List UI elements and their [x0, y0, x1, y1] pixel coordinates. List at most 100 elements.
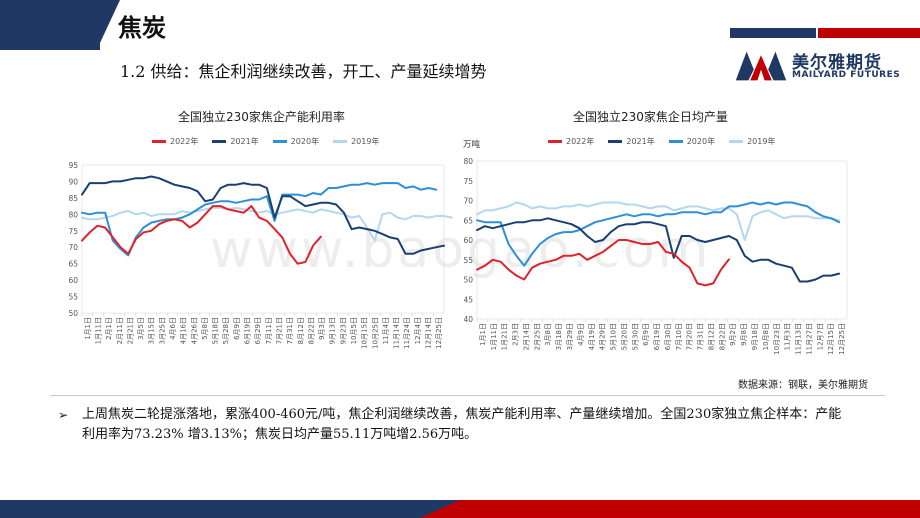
chart2-legend-swatch-2022	[548, 140, 562, 143]
chart1-xtick-label: 6月9日	[233, 317, 241, 340]
top-stripe-red	[818, 28, 920, 38]
chart1-ytick-label: 70	[68, 243, 78, 252]
chart1-ytick-label: 90	[68, 177, 78, 186]
chart1-ytick-label: 60	[68, 276, 78, 285]
chart2-legend-label-2020: 2020年	[686, 137, 716, 146]
chart1-xtick-label: 11月14日	[393, 317, 401, 349]
chart2-xtick-label: 5月10日	[610, 323, 618, 350]
chart2-xtick-label: 11月27日	[805, 323, 813, 355]
chart2-xtick-label: 9月18日	[751, 323, 759, 350]
chart2-plot-border	[476, 160, 848, 320]
chart2-title: 全国独立230家焦企日均产量	[573, 110, 728, 124]
chart1-xtick-label: 5月28日	[222, 317, 230, 344]
chart2-legend: 2022年 2021年 2020年 2019年	[548, 136, 775, 147]
chart2-legend-2021: 2021年	[608, 136, 655, 147]
chart2-xtick-label: 1月11日	[490, 323, 498, 350]
chart1-legend-2020: 2020年	[272, 136, 320, 147]
chart2-xtick-label: 2月3日	[512, 323, 520, 346]
chart1-xtick-label: 1月11日	[94, 317, 102, 344]
chart2-xtick-label: 8月22日	[718, 323, 726, 350]
logo-mark-left-peak	[735, 51, 754, 81]
chart1-series-2019	[81, 206, 453, 242]
top-stripe-navy	[730, 28, 816, 38]
chart2-xtick-label: 3月8日	[544, 323, 552, 346]
chart1-xtick-label: 1月1日	[84, 317, 92, 340]
chart1-legend: 2022年 2021年 2020年 2019年	[152, 136, 379, 147]
chart1-xtick-label: 3月15日	[148, 317, 156, 344]
chart2-legend-label-2019: 2019年	[747, 137, 776, 146]
chart1-xtick-label: 9月3日	[318, 317, 326, 340]
chart2-xtick-label: 6月19日	[653, 323, 661, 350]
chart2-xtick-label: 12月15日	[827, 323, 835, 355]
logo-name-cn: 美尔雅期货	[792, 53, 882, 73]
chart2-legend-swatch-2019	[729, 140, 744, 143]
logo-name-en: MAILYARD FUTURES	[792, 70, 901, 80]
chart1-ytick-label: 65	[68, 260, 78, 269]
chart2-xtick-label: 4月29日	[599, 323, 607, 350]
chart1-legend-label-2019: 2019年	[351, 137, 380, 146]
page-title: 焦炭	[118, 14, 166, 42]
chart1-legend-swatch-2022	[152, 140, 166, 143]
chart1-xtick-label: 4月16日	[180, 317, 188, 344]
chart1-plot: 50 55 60 65 70 75 80 85 90 95 1月1日 1月11日 2月1日 2月11日 2月…	[68, 161, 453, 349]
chart2-xtick-label: 10月8日	[762, 323, 770, 350]
chart2-xtick-label: 8月12日	[707, 323, 715, 350]
chart1-xtick-label: 2月11日	[116, 317, 124, 344]
chart2-series-2022	[476, 239, 730, 287]
chart1-xtick-label: 9月23日	[339, 317, 347, 344]
footer-band-red	[420, 500, 920, 518]
chart1-ytick-label: 75	[68, 227, 78, 236]
chart2-series-2020	[476, 201, 841, 267]
chart1-title: 全国独立230家焦企产能利用率	[178, 110, 345, 124]
chart1-xtick-label: 7月21日	[275, 317, 283, 344]
chart1-xtick-label: 7月31日	[286, 317, 294, 344]
summary-text: 上周焦炭二轮提涨落地，累涨400-460元/吨，焦企利润继续改善，焦炭产能利用率…	[82, 407, 842, 442]
chart1-xtick-label: 10月15日	[361, 317, 369, 349]
chart2-legend-swatch-2021	[608, 140, 623, 143]
chart1-ytick-label: 85	[68, 194, 78, 203]
chart1-xtick-label: 11月24日	[403, 317, 411, 349]
chart2-xtick-label: 5月20日	[620, 323, 628, 350]
logo-mark-right-peak	[768, 51, 787, 81]
chart2-xtick-label: 9月2日	[729, 323, 737, 346]
source-note: 数据来源：钢联，美尔雅期货	[738, 380, 868, 391]
chart2-xtick-label: 4月19日	[588, 323, 596, 350]
chart1-legend-2019: 2019年	[333, 136, 379, 147]
chart1-series-2020	[81, 182, 438, 257]
chart2-legend-2019: 2019年	[729, 136, 775, 147]
chart2-ytick-label: 50	[463, 276, 473, 285]
chart2-ytick-label: 60	[463, 236, 473, 245]
logo-mark	[735, 51, 787, 81]
chart1-xtick-label: 10月5日	[350, 317, 358, 344]
chart2-xtick-label: 3月18日	[555, 323, 563, 350]
chart1-xtick-label: 9月13日	[329, 317, 337, 344]
chart1-ytick-label: 55	[68, 293, 78, 302]
chart2-legend-label-2022: 2022年	[566, 137, 595, 146]
chart2-ylabel: 万吨	[463, 139, 481, 150]
chart2-xtick-label: 3月29日	[566, 323, 574, 350]
chart1-xtick-label: 6月29日	[254, 317, 262, 344]
chart2-ytick-label: 45	[463, 295, 473, 304]
chart1-xtick-label: 5月18日	[212, 317, 220, 344]
chart2-xtick-label: 12月7日	[816, 323, 824, 350]
chart2-xtick-label: 2月25日	[533, 323, 541, 350]
chart2-xtick-label: 12月25日	[838, 323, 846, 355]
chart2-xtick-label: 11月13日	[795, 323, 803, 355]
chart1-xtick-label: 5月8日	[201, 317, 209, 340]
chart1-legend-label-2020: 2020年	[290, 137, 320, 146]
chart2-ytick-label: 75	[463, 177, 473, 186]
chart1-xtick-label: 4月26日	[190, 317, 198, 344]
chart2-xtick-label: 6月9日	[642, 323, 650, 346]
chart2-legend-2020: 2020年	[668, 136, 716, 147]
chart2-legend-label-2021: 2021年	[626, 137, 655, 146]
watermark: www.baogao.com	[210, 220, 712, 280]
chart2-ytick-label: 40	[463, 315, 473, 324]
chart2-xtick-label: 5月30日	[631, 323, 639, 350]
chart1-xtick-label: 2月21日	[126, 317, 134, 344]
chart2-xtick-label: 1月1日	[479, 323, 487, 346]
chart1-xtick-label: 7月11日	[265, 317, 273, 344]
chart2-xtick-label: 4月9日	[577, 323, 585, 346]
chart2-legend-2022: 2022年	[548, 136, 594, 147]
chart2-xtick-label: 7月10日	[675, 323, 683, 350]
